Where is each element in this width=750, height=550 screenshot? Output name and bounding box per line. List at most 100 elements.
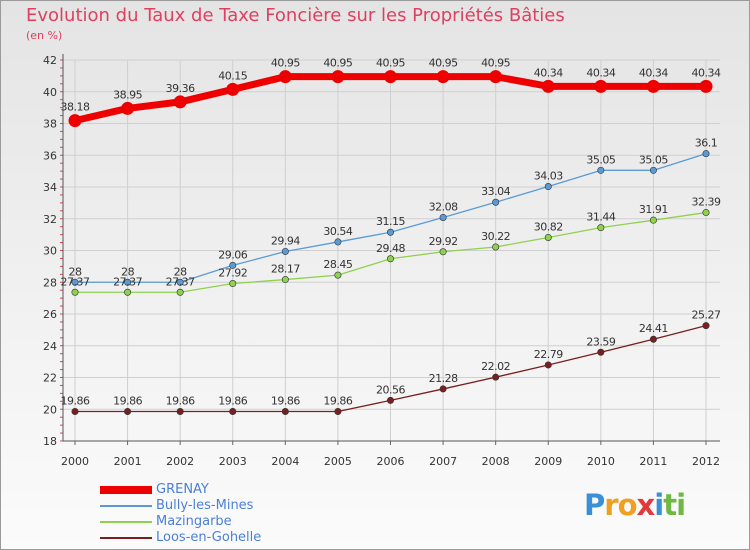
data-label: 40.15 (218, 69, 247, 82)
data-label: 35.05 (639, 153, 668, 166)
data-point (649, 335, 657, 343)
data-label: 39.36 (166, 82, 195, 95)
data-label: 31.44 (586, 211, 615, 224)
data-point (71, 278, 79, 286)
data-point (334, 238, 342, 246)
data-point (176, 288, 184, 296)
data-point (702, 150, 710, 158)
y-tick-label: 18 (43, 435, 57, 448)
data-label: 40.34 (534, 66, 563, 79)
proxiti-logo: Proxiti (584, 488, 686, 522)
data-point (699, 79, 713, 93)
data-label: 30.22 (481, 230, 510, 243)
data-point (176, 407, 184, 415)
data-point (281, 276, 289, 284)
legend-label: Bully-les-Mines (156, 498, 254, 513)
logo-letter: r (604, 488, 618, 522)
data-label: 27.92 (218, 267, 247, 280)
data-point (278, 70, 292, 84)
data-label: 19.86 (323, 394, 352, 407)
data-point (124, 288, 132, 296)
y-tick-label: 24 (43, 340, 57, 353)
data-point (68, 114, 82, 128)
data-label: 30.82 (534, 220, 563, 233)
data-label: 40.95 (429, 57, 458, 70)
data-label: 40.95 (323, 57, 352, 70)
y-tick-label: 42 (43, 54, 57, 67)
data-label: 19.86 (218, 394, 247, 407)
x-tick-label: 2012 (692, 455, 720, 468)
x-tick-label: 2009 (534, 455, 562, 468)
data-point (331, 70, 345, 84)
data-label: 19.86 (166, 394, 195, 407)
unit-label: (en %) (26, 29, 63, 42)
y-tick-label: 26 (43, 308, 57, 321)
data-label: 31.91 (639, 203, 668, 216)
data-point (702, 209, 710, 217)
data-point (439, 385, 447, 393)
data-point (439, 248, 447, 256)
data-point (124, 278, 132, 286)
data-label: 38.18 (61, 101, 90, 114)
legend-swatch (100, 537, 152, 539)
y-tick-label: 30 (43, 245, 57, 258)
data-point (489, 70, 503, 84)
data-label: 29.92 (429, 235, 458, 248)
data-label: 25.27 (692, 309, 721, 322)
y-tick-label: 22 (43, 372, 57, 385)
data-label: 30.54 (323, 225, 352, 238)
legend-swatch (100, 486, 152, 494)
data-point (334, 271, 342, 279)
x-tick-label: 2002 (166, 455, 194, 468)
legend-swatch (100, 521, 152, 523)
data-label: 40.95 (271, 57, 300, 70)
data-label: 20.56 (376, 383, 405, 396)
logo-letter: o (617, 488, 638, 522)
x-tick-label: 2001 (114, 455, 142, 468)
legend-item: GRENAY (100, 482, 360, 498)
logo-letter: x (636, 488, 656, 522)
data-point (541, 79, 555, 93)
data-label: 33.04 (481, 185, 510, 198)
data-label: 38.95 (113, 88, 142, 101)
y-tick-label: 38 (43, 118, 57, 131)
x-tick-label: 2007 (429, 455, 457, 468)
x-tick-label: 2010 (587, 455, 615, 468)
legend-label: Mazingarbe (156, 514, 232, 529)
data-point (439, 213, 447, 221)
data-point (281, 407, 289, 415)
data-point (173, 95, 187, 109)
legend-label: Loos-en-Gohelle (156, 530, 262, 545)
y-tick-label: 32 (43, 213, 57, 226)
data-label: 29.06 (218, 248, 247, 261)
data-label: 21.28 (429, 372, 458, 385)
data-point (492, 243, 500, 251)
legend-item: Mazingarbe (100, 514, 360, 530)
data-label: 35.05 (586, 153, 615, 166)
legend-swatch (100, 505, 152, 507)
data-label: 28 (174, 265, 187, 278)
data-point (597, 224, 605, 232)
y-tick-label: 40 (43, 86, 57, 99)
data-label: 31.15 (376, 215, 405, 228)
data-label: 40.95 (481, 57, 510, 70)
data-point (121, 101, 135, 115)
data-point (702, 322, 710, 330)
data-label: 40.34 (639, 66, 668, 79)
data-label: 32.08 (429, 200, 458, 213)
data-point (124, 407, 132, 415)
data-label: 19.86 (271, 394, 300, 407)
x-tick-label: 2005 (324, 455, 352, 468)
data-point (334, 407, 342, 415)
data-label: 22.79 (534, 348, 563, 361)
logo-letter: i (676, 488, 686, 522)
x-tick-label: 2004 (271, 455, 299, 468)
data-point (436, 70, 450, 84)
data-point (281, 247, 289, 255)
data-point (386, 396, 394, 404)
data-label: 40.95 (376, 57, 405, 70)
data-point (176, 278, 184, 286)
data-label: 27.37 (61, 275, 90, 288)
data-point (649, 216, 657, 224)
logo-letter: i (654, 488, 664, 522)
